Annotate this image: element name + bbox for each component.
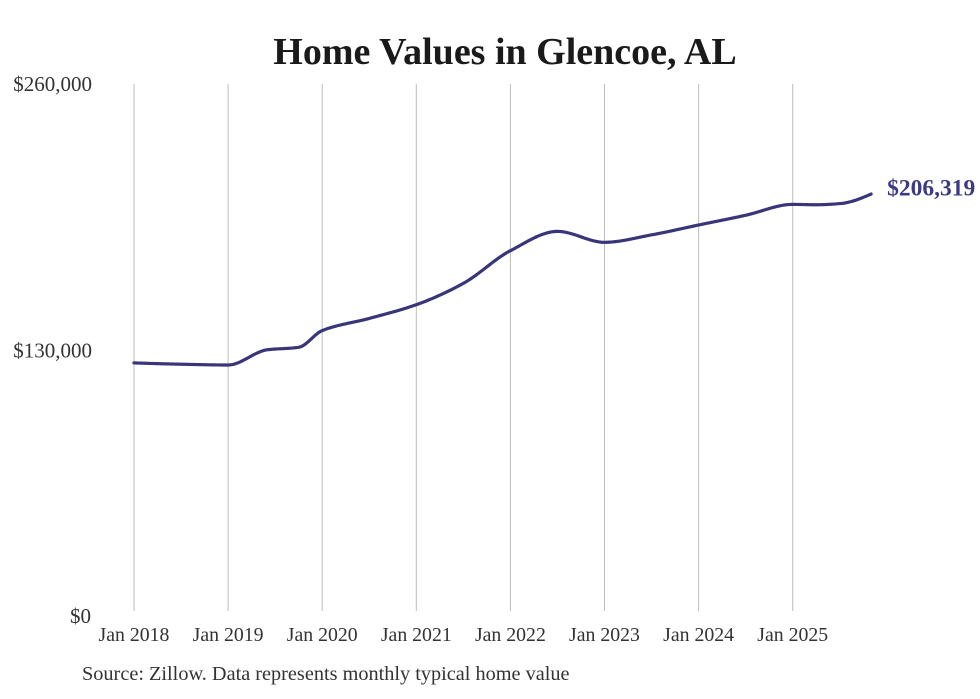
svg-text:$130,000: $130,000 [13,338,92,362]
svg-text:Jan 2022: Jan 2022 [475,624,546,646]
svg-text:Jan 2018: Jan 2018 [99,624,170,646]
svg-text:Jan 2020: Jan 2020 [287,624,358,646]
svg-text:$0: $0 [70,604,91,628]
svg-text:Jan 2019: Jan 2019 [193,624,264,646]
svg-text:Jan 2025: Jan 2025 [757,624,828,646]
svg-text:Jan 2024: Jan 2024 [663,624,734,646]
svg-text:$260,000: $260,000 [13,72,92,96]
svg-text:Jan 2023: Jan 2023 [569,624,640,646]
svg-text:$206,319: $206,319 [887,176,975,202]
svg-text:Jan 2021: Jan 2021 [381,624,452,646]
